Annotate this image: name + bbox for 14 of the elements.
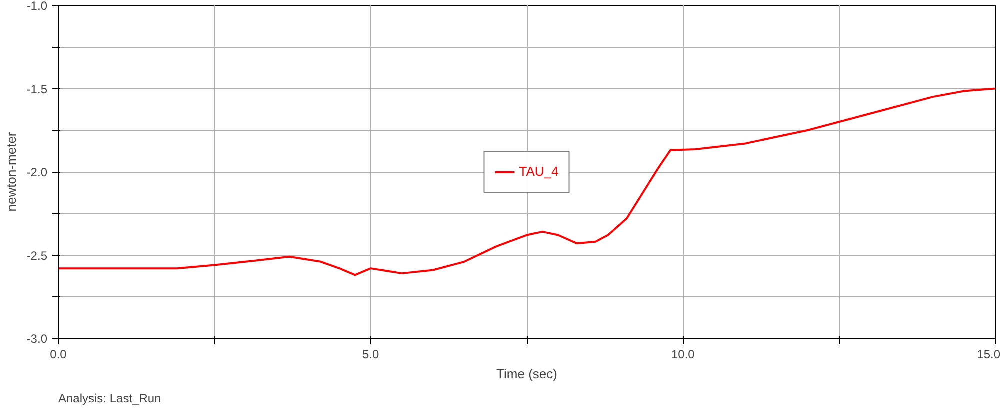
y-axis-title: newton-meter <box>4 132 19 212</box>
legend-label: TAU_4 <box>519 164 559 179</box>
x-tick-label: 15.0 <box>977 348 1000 362</box>
x-axis-title: Time (sec) <box>496 366 558 382</box>
line-series <box>58 88 996 276</box>
y-tick-label: -1.0 <box>26 0 48 13</box>
x-tick-label: 5.0 <box>362 348 380 362</box>
y-tick-label: -2.5 <box>26 248 48 263</box>
text: Analysis: Last_Run <box>58 392 162 406</box>
y-tick-label: -2.0 <box>26 166 48 180</box>
x-tick-label: 10.0 <box>671 348 696 362</box>
x-tick-label: 0.0 <box>50 348 68 362</box>
y-tick-label: -1.5 <box>26 82 48 96</box>
y-tick-label: -3.0 <box>26 332 48 346</box>
